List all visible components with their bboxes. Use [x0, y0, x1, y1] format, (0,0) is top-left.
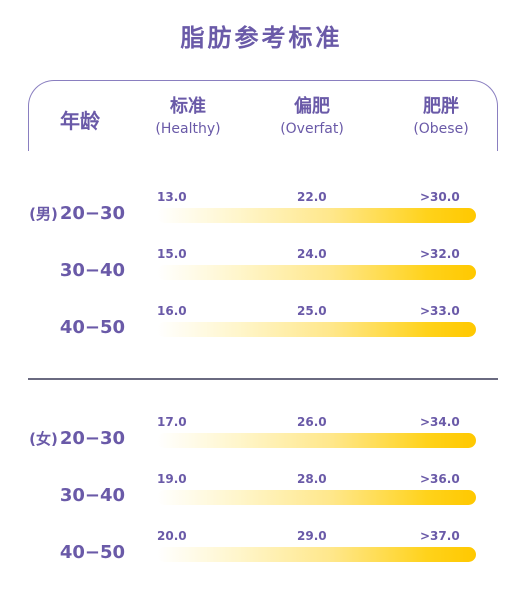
header-overfat-zh: 偏肥 [294, 96, 330, 117]
value-healthy: 19.0 [157, 472, 187, 486]
value-overfat: 22.0 [297, 190, 327, 204]
range-bar [157, 208, 476, 223]
age-range: 40−50 [59, 542, 125, 563]
value-overfat: 29.0 [297, 529, 327, 543]
value-healthy: 20.0 [157, 529, 187, 543]
value-obese: >37.0 [420, 529, 460, 543]
age-range: 30−40 [59, 260, 125, 281]
header-overfat: 偏肥 (Overfat) [272, 96, 352, 138]
value-healthy: 13.0 [157, 190, 187, 204]
value-overfat: 25.0 [297, 304, 327, 318]
row-label: (女) 20−30 [0, 428, 125, 449]
sex-label: (男) [29, 205, 58, 223]
group-divider [28, 378, 498, 380]
range-bar [157, 547, 476, 562]
age-range: 20−30 [59, 428, 125, 449]
row-label: 30−40 [0, 260, 125, 281]
row-label: 40−50 [0, 317, 125, 338]
value-obese: >33.0 [420, 304, 460, 318]
value-obese: >34.0 [420, 415, 460, 429]
value-overfat: 28.0 [297, 472, 327, 486]
header-healthy: 标准 (Healthy) [152, 96, 224, 138]
value-obese: >30.0 [420, 190, 460, 204]
header-overfat-en: (Overfat) [280, 121, 344, 137]
value-obese: >32.0 [420, 247, 460, 261]
age-range: 20−30 [59, 203, 125, 224]
value-healthy: 15.0 [157, 247, 187, 261]
value-overfat: 24.0 [297, 247, 327, 261]
row-label: 40−50 [0, 542, 125, 563]
header-obese-en: (Obese) [413, 121, 469, 137]
value-obese: >36.0 [420, 472, 460, 486]
header-obese: 肥胖 (Obese) [405, 96, 477, 138]
range-bar [157, 490, 476, 505]
page-title: 脂肪参考标准 [180, 24, 343, 52]
sex-label: (女) [29, 430, 58, 448]
header-healthy-zh: 标准 [170, 96, 206, 117]
header-healthy-en: (Healthy) [155, 121, 221, 137]
age-range: 30−40 [59, 485, 125, 506]
range-bar [157, 265, 476, 280]
header-age: 年龄 [60, 109, 100, 133]
age-range: 40−50 [59, 317, 125, 338]
value-healthy: 16.0 [157, 304, 187, 318]
header-obese-zh: 肥胖 [423, 96, 459, 117]
row-label: (男) 20−30 [0, 203, 125, 224]
header-frame [28, 80, 498, 151]
range-bar [157, 433, 476, 448]
value-overfat: 26.0 [297, 415, 327, 429]
range-bar [157, 322, 476, 337]
value-healthy: 17.0 [157, 415, 187, 429]
row-label: 30−40 [0, 485, 125, 506]
